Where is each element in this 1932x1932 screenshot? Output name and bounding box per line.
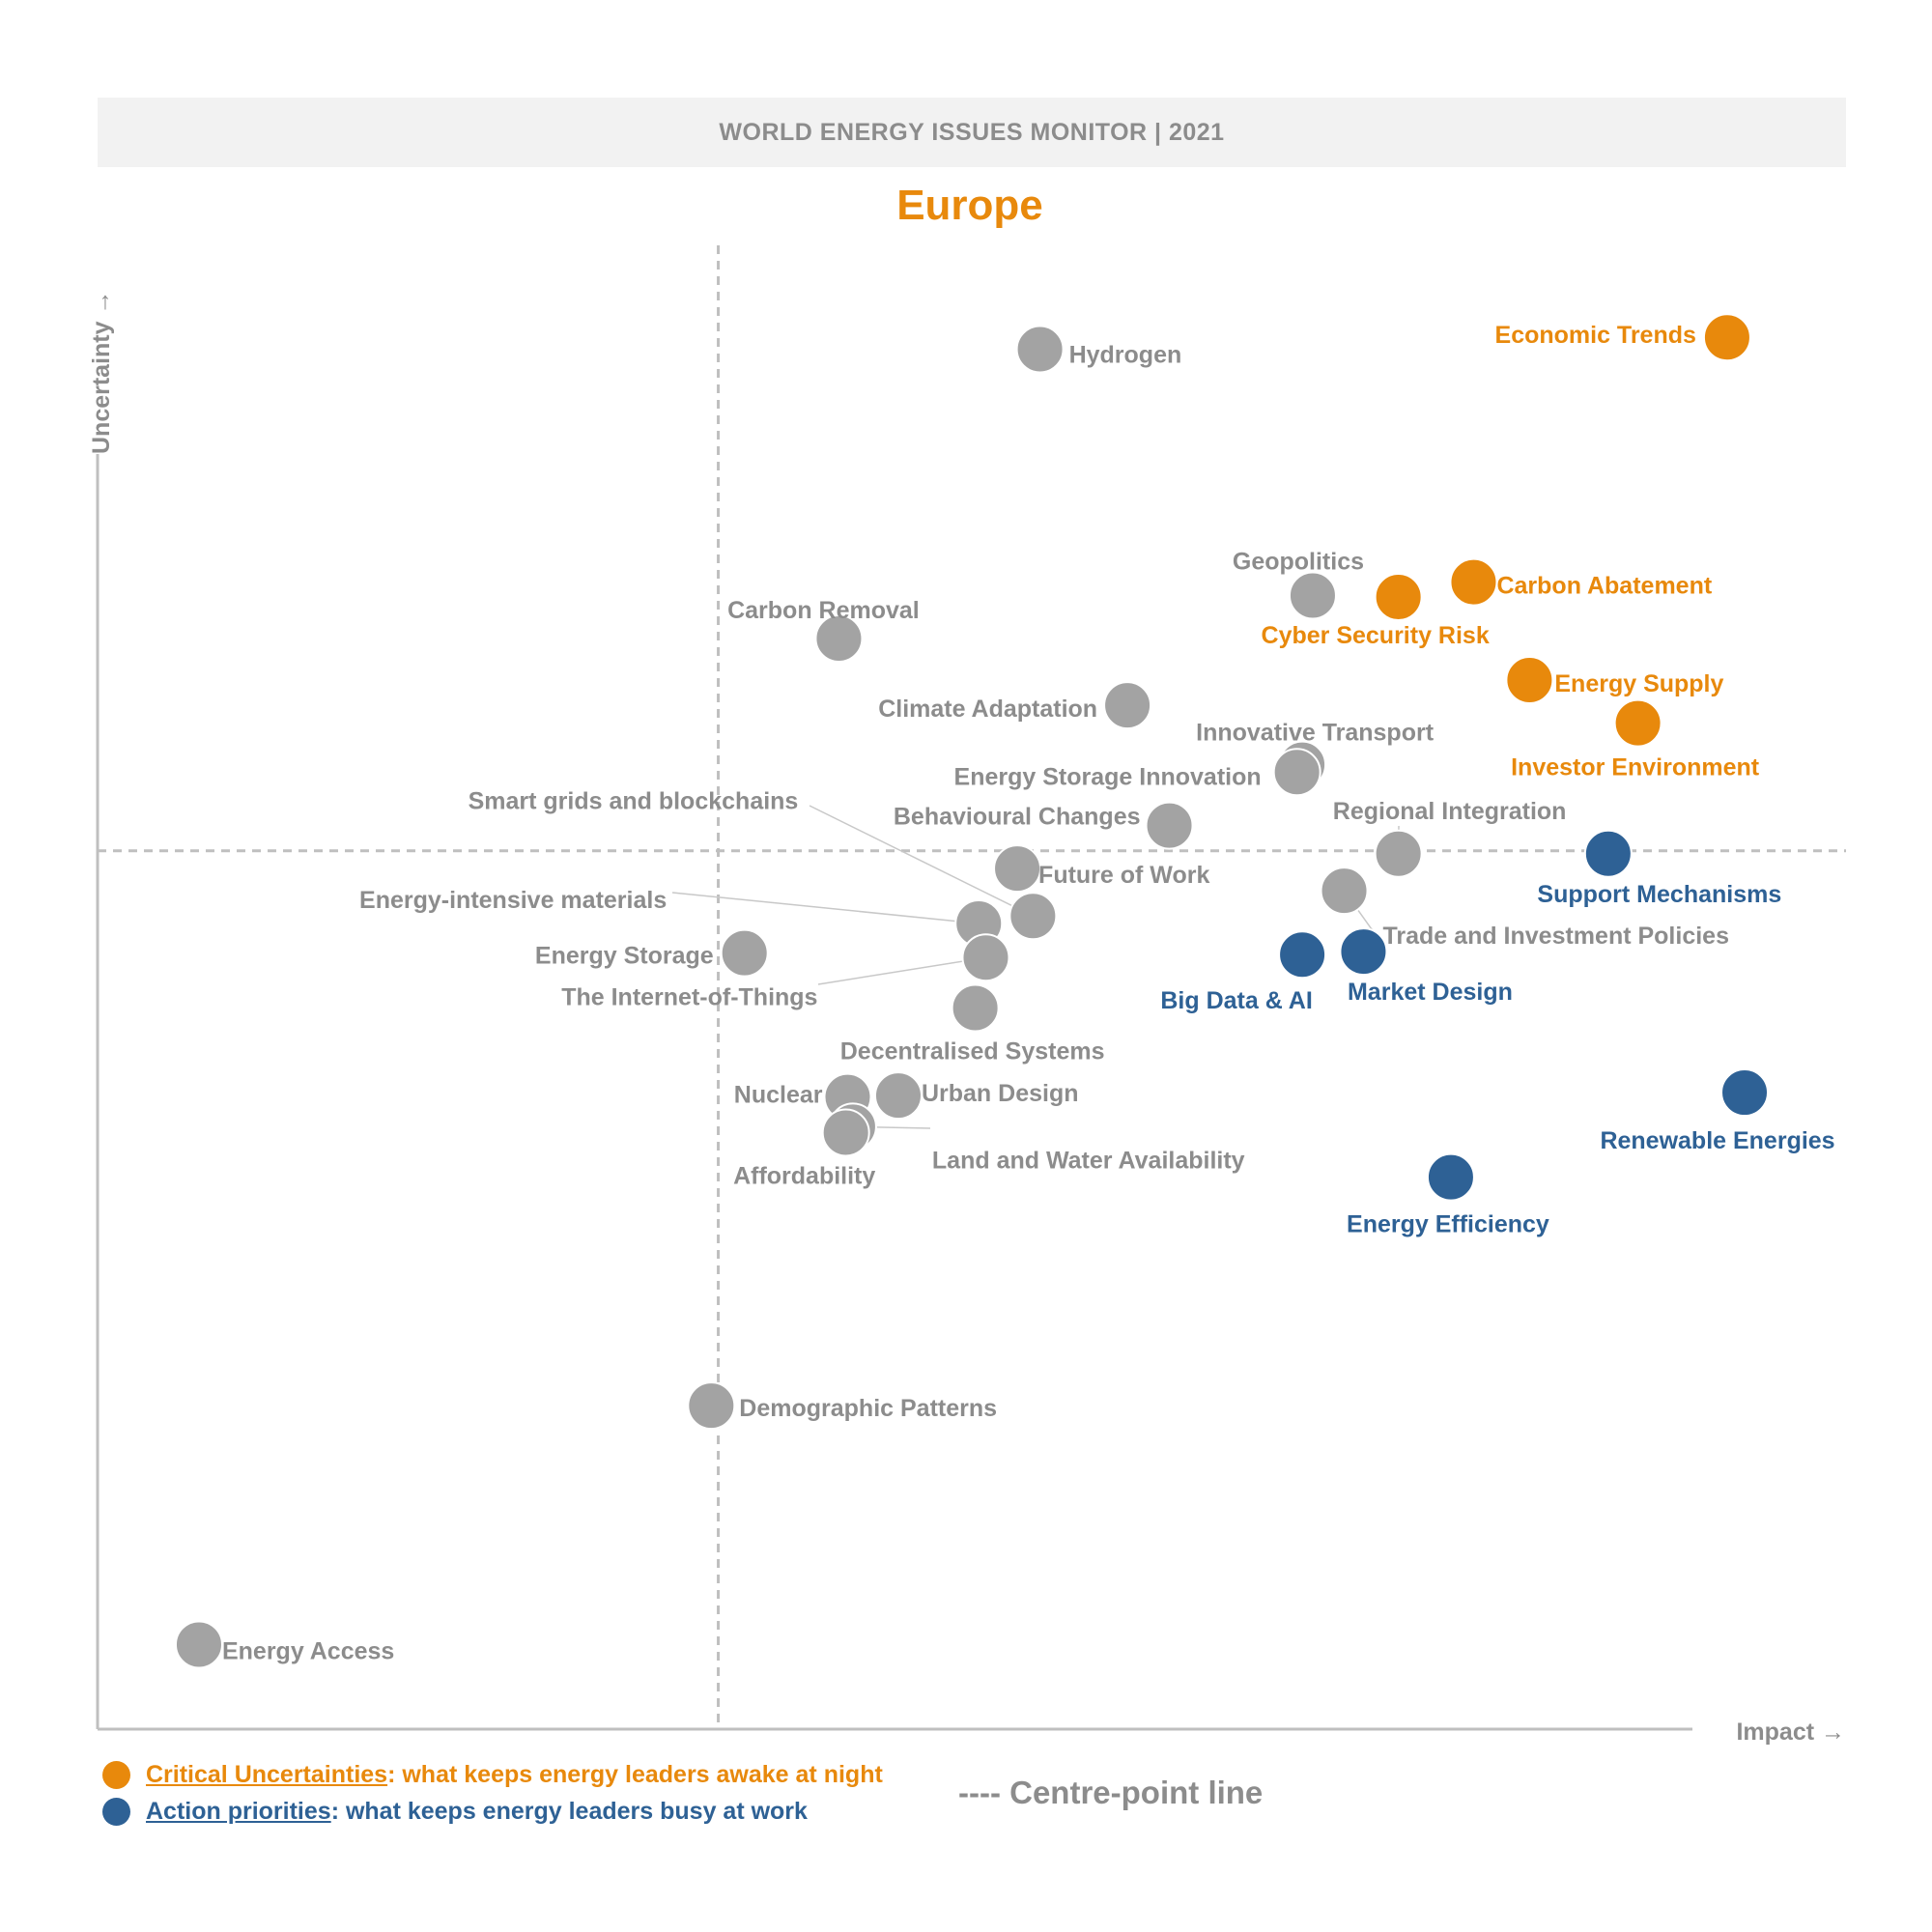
label-innovative-transport: Innovative Transport	[1196, 720, 1435, 747]
point-economic-trends	[1702, 313, 1751, 362]
label-renewable-energies: Renewable Energies	[1600, 1127, 1834, 1154]
legend-desc-critical: : what keeps energy leaders awake at nig…	[387, 1760, 883, 1788]
legend-text-action: Action priorities: what keeps energy lea…	[146, 1798, 808, 1826]
label-decentralised-systems: Decentralised Systems	[840, 1038, 1105, 1065]
point-energy-access	[174, 1620, 223, 1669]
leader-energy-intensive-materials	[671, 892, 980, 924]
label-market-design: Market Design	[1348, 979, 1513, 1006]
label-the-internet-of-things: The Internet-of-Things	[561, 983, 817, 1010]
label-energy-efficiency: Energy Efficiency	[1347, 1211, 1549, 1238]
point-support-mechanisms	[1583, 829, 1633, 878]
label-land-and-water-availability: Land and Water Availability	[932, 1147, 1245, 1174]
label-big-data-ai: Big Data & AI	[1160, 987, 1312, 1014]
point-the-internet-of-things	[961, 933, 1010, 982]
data-points	[174, 313, 1770, 1669]
leader-smart-grids-and-blockchains	[809, 805, 1034, 917]
label-behavioural-changes: Behavioural Changes	[894, 804, 1141, 831]
legend-name-critical: Critical Uncertainties	[146, 1760, 388, 1788]
label-carbon-removal: Carbon Removal	[727, 597, 920, 624]
point-energy-storage	[720, 928, 769, 978]
leader-the-internet-of-things	[817, 956, 986, 985]
label-smart-grids-and-blockchains: Smart grids and blockchains	[469, 787, 799, 814]
point-investor-environment	[1613, 698, 1662, 748]
chart-banner: WORLD ENERGY ISSUES MONITOR | 2021	[98, 98, 1846, 167]
label-support-mechanisms: Support Mechanisms	[1537, 881, 1781, 908]
legend-dot-critical	[102, 1760, 130, 1789]
centre-line-note: ---- Centre-point line	[958, 1775, 1264, 1810]
legend-item-critical: Critical Uncertainties: what keeps energ…	[102, 1756, 883, 1793]
legend-name-action: Action priorities	[146, 1797, 331, 1825]
label-trade-and-investment-policies: Trade and Investment Policies	[1383, 923, 1729, 950]
point-affordability	[821, 1108, 870, 1157]
legend-item-action: Action priorities: what keeps energy lea…	[102, 1793, 883, 1830]
label-geopolitics: Geopolitics	[1233, 548, 1364, 575]
label-energy-access: Energy Access	[222, 1637, 394, 1664]
point-decentralised-systems	[951, 983, 1000, 1033]
point-future-of-work	[993, 844, 1042, 894]
point-renewable-energies	[1720, 1068, 1770, 1118]
y-axis-label: Uncertainty →	[88, 291, 115, 454]
label-demographic-patterns: Demographic Patterns	[739, 1395, 997, 1422]
label-energy-storage-innovation: Energy Storage Innovation	[954, 763, 1262, 790]
label-carbon-abatement: Carbon Abatement	[1496, 573, 1712, 600]
label-regional-integration: Regional Integration	[1333, 798, 1567, 825]
x-axis-label: Impact →	[1736, 1719, 1845, 1746]
point-energy-efficiency	[1426, 1152, 1475, 1202]
point-energy-supply	[1505, 656, 1554, 705]
label-affordability: Affordability	[733, 1163, 875, 1190]
point-energy-storage-innovation	[1272, 748, 1321, 797]
label-future-of-work: Future of Work	[1038, 862, 1209, 889]
label-hydrogen: Hydrogen	[1069, 342, 1182, 369]
legend: Critical Uncertainties: what keeps energ…	[102, 1756, 883, 1830]
point-urban-design	[873, 1071, 923, 1121]
label-climate-adaptation: Climate Adaptation	[878, 696, 1097, 723]
legend-dot-action	[102, 1797, 130, 1826]
point-cyber-security-risk	[1374, 573, 1423, 622]
point-hydrogen	[1015, 325, 1065, 374]
point-demographic-patterns	[687, 1381, 736, 1431]
point-behavioural-changes	[1145, 801, 1194, 850]
axes: Impact → Uncertainty →	[88, 245, 1846, 1746]
point-trade-and-investment-policies	[1320, 867, 1369, 916]
point-carbon-removal	[814, 614, 864, 664]
point-geopolitics	[1288, 571, 1337, 620]
point-climate-adaptation	[1103, 681, 1152, 730]
label-economic-trends: Economic Trends	[1495, 322, 1696, 349]
legend-desc-action: : what keeps energy leaders busy at work	[330, 1797, 808, 1825]
point-market-design	[1339, 927, 1388, 977]
label-investor-environment: Investor Environment	[1511, 754, 1760, 781]
label-energy-intensive-materials: Energy-intensive materials	[359, 887, 667, 914]
point-carbon-abatement	[1449, 557, 1498, 607]
legend-text-critical: Critical Uncertainties: what keeps energ…	[146, 1761, 883, 1789]
chart-title: Europe	[896, 182, 1043, 229]
point-labels: Hydrogen Geopolitics Carbon Removal Climate…	[222, 322, 1835, 1664]
point-regional-integration	[1374, 829, 1423, 878]
point-smart-grids-and-blockchains	[1009, 892, 1058, 941]
label-cyber-security-risk: Cyber Security Risk	[1262, 622, 1490, 649]
label-urban-design: Urban Design	[922, 1080, 1079, 1107]
label-energy-supply: Energy Supply	[1554, 670, 1723, 697]
label-energy-storage: Energy Storage	[535, 943, 714, 970]
label-nuclear: Nuclear	[734, 1082, 823, 1109]
point-big-data-ai	[1278, 930, 1327, 980]
